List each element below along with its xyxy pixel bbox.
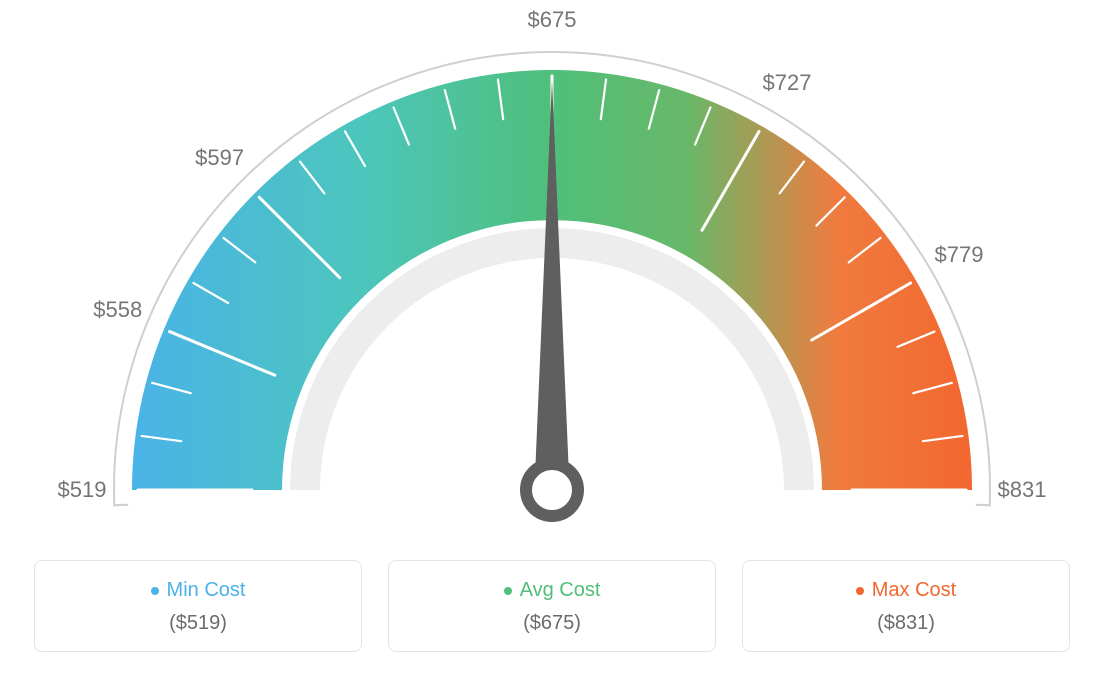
dot-icon [504,587,512,595]
legend-title-max: Max Cost [856,579,956,602]
legend-card-min: Min Cost ($519) [34,560,362,652]
legend-title-min: Min Cost [151,579,246,602]
gauge-tick-label: $779 [935,242,984,268]
gauge-tick-label: $727 [763,70,812,96]
legend-value-max: ($831) [753,612,1059,635]
legend-title-text: Avg Cost [520,579,601,602]
dot-icon [151,587,159,595]
legend-title-avg: Avg Cost [504,579,601,602]
dot-icon [856,587,864,595]
legend-value-avg: ($675) [399,612,705,635]
legend-card-avg: Avg Cost ($675) [388,560,716,652]
gauge-tick-label: $831 [998,477,1047,503]
legend-card-max: Max Cost ($831) [742,560,1070,652]
legend-row: Min Cost ($519) Avg Cost ($675) Max Cost… [0,560,1104,652]
gauge-tick-label: $597 [195,145,244,171]
legend-title-text: Max Cost [872,579,956,602]
gauge-chart: $519 $558 $597 $675 $727 $779 $831 [0,0,1104,560]
gauge-tick-label: $558 [93,297,142,323]
legend-title-text: Min Cost [167,579,246,602]
gauge-tick-label: $675 [528,7,577,33]
gauge-tick-label: $519 [58,477,107,503]
legend-value-min: ($519) [45,612,351,635]
gauge-svg [0,0,1104,560]
